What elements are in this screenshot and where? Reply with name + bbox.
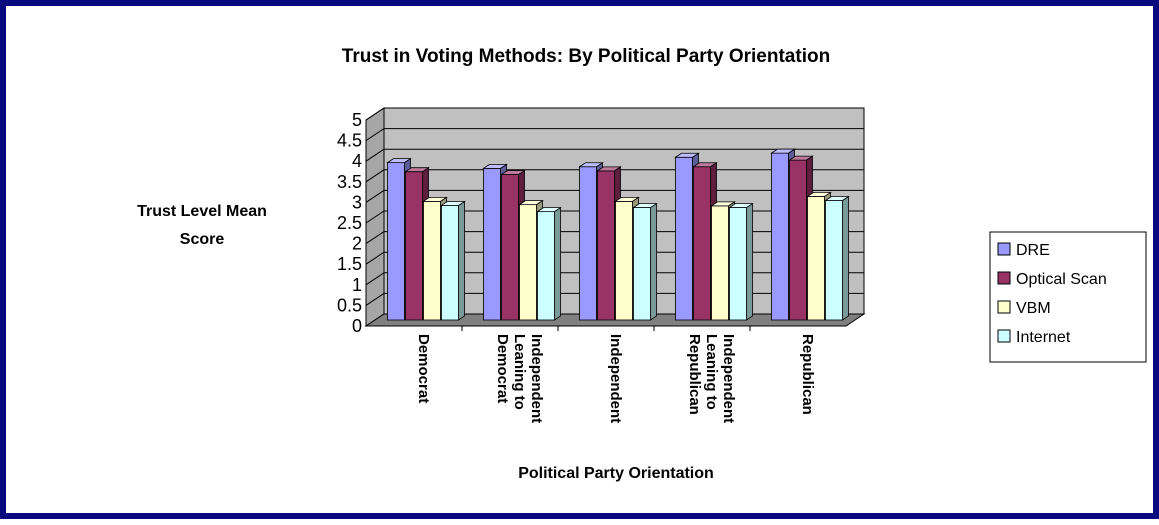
bar-top-face — [404, 167, 430, 173]
y-tick-label: 1 — [352, 275, 362, 295]
bar-top-face — [674, 152, 700, 158]
y-tick-label: 2.5 — [337, 213, 362, 233]
bar-top-face — [482, 163, 508, 169]
bar-top-face — [386, 158, 412, 164]
chart-title: Trust in Voting Methods: By Political Pa… — [342, 46, 830, 67]
bar-front-face — [675, 156, 693, 321]
bar-front-face — [597, 170, 615, 321]
y-axis-title-line-1: Trust Level Mean — [137, 203, 267, 220]
bar-front-face — [405, 171, 423, 321]
bar — [536, 206, 562, 321]
category-label: Independent — [528, 334, 545, 423]
category-label: Republican — [799, 334, 816, 415]
legend-swatch — [997, 300, 1011, 314]
bar-front-face — [825, 200, 843, 321]
legend-swatch — [997, 271, 1011, 285]
bar-side-face — [842, 195, 849, 321]
bar-top-face — [440, 201, 466, 206]
legend-box — [989, 231, 1147, 363]
category-label: Leaning to — [511, 334, 528, 410]
category-label: Independent — [607, 334, 624, 423]
bar — [728, 202, 754, 321]
y-tick-label: 5 — [352, 110, 362, 130]
category-label: Democrat — [494, 334, 511, 403]
y-tick-label: 2 — [352, 234, 362, 254]
bar-side-face — [554, 206, 561, 321]
legend-entry: VBM — [1016, 300, 1051, 317]
bar-front-face — [615, 200, 633, 321]
bar-top-face — [692, 162, 718, 168]
category-label: Independent — [720, 334, 737, 423]
bar-top-face — [578, 162, 604, 168]
legend-swatch — [997, 329, 1011, 343]
bar-front-face — [537, 211, 555, 321]
category-label: Republican — [686, 334, 703, 415]
bar-front-face — [441, 205, 459, 321]
y-tick-label: 0 — [352, 316, 362, 336]
legend-entry: Optical Scan — [1016, 271, 1107, 288]
bar — [440, 200, 466, 321]
legend-entry: Internet — [1016, 329, 1071, 346]
bar-top-face — [824, 196, 850, 201]
y-tick-label: 3 — [352, 192, 362, 212]
bar-front-face — [693, 166, 711, 321]
bar-top-face — [500, 170, 526, 175]
bar-top-face — [596, 166, 622, 172]
bar — [824, 195, 850, 321]
bar-top-face — [614, 196, 640, 202]
y-tick-label: 3.5 — [337, 172, 362, 192]
y-tick-label: 0.5 — [337, 295, 362, 315]
bar-front-face — [807, 195, 825, 321]
bar-front-face — [483, 167, 501, 321]
legend-swatch — [997, 242, 1011, 256]
bar-top-face — [518, 200, 544, 206]
bar-front-face — [387, 162, 405, 321]
legend-entry: DRE — [1016, 242, 1050, 259]
y-tick-label: 1.5 — [337, 254, 362, 274]
bar-side-face — [650, 202, 657, 321]
bar-front-face — [789, 159, 807, 321]
bar-front-face — [711, 205, 729, 321]
bar — [632, 202, 658, 321]
bar-top-face — [710, 201, 736, 207]
bar-front-face — [579, 166, 597, 321]
bar-top-face — [806, 191, 832, 197]
bar-top-face — [788, 155, 814, 161]
bar-front-face — [771, 152, 789, 321]
bar-top-face — [422, 196, 448, 202]
gridline — [365, 148, 864, 162]
bar-side-face — [746, 202, 753, 321]
bar-top-face — [632, 203, 658, 208]
bar-top-face — [536, 207, 562, 213]
bar-top-face — [728, 203, 754, 208]
bar-front-face — [729, 207, 747, 321]
y-tick-label: 4.5 — [337, 131, 362, 151]
gridline — [365, 128, 864, 142]
bar-front-face — [519, 204, 537, 321]
category-label: Leaning to — [703, 334, 720, 410]
x-axis-title: Political Party Orientation — [518, 465, 714, 482]
bar-side-face — [458, 200, 465, 321]
bar-front-face — [423, 200, 441, 321]
y-tick-label: 4 — [352, 151, 362, 171]
chart: Trust in Voting Methods: By Political Pa… — [137, 46, 1147, 482]
bar-top-face — [770, 148, 796, 154]
bar-front-face — [501, 174, 519, 321]
gridline — [365, 107, 864, 121]
bar-front-face — [633, 207, 651, 321]
y-axis-title-line-2: Score — [180, 231, 225, 248]
category-label: Democrat — [415, 334, 432, 403]
